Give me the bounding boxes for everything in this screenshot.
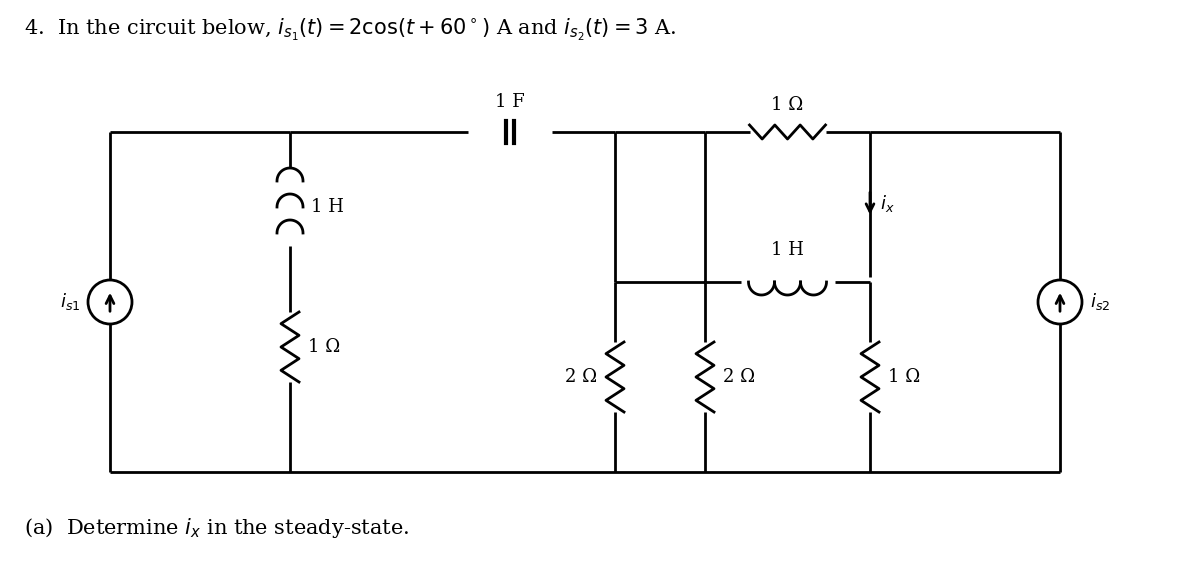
- Text: $i_{s2}$: $i_{s2}$: [1090, 292, 1110, 312]
- Text: 1 H: 1 H: [311, 198, 344, 216]
- Text: 2 Ω: 2 Ω: [722, 368, 755, 386]
- Text: $i_{s1}$: $i_{s1}$: [60, 292, 80, 312]
- Text: 1 Ω: 1 Ω: [308, 338, 341, 356]
- Text: 1 F: 1 F: [496, 93, 524, 111]
- Text: 1 Ω: 1 Ω: [772, 96, 804, 114]
- Text: (a)  Determine $i_x$ in the steady-state.: (a) Determine $i_x$ in the steady-state.: [24, 515, 409, 540]
- Text: 1 H: 1 H: [772, 241, 804, 259]
- Text: 4.  In the circuit below, $i_{s_1}(t) = 2\cos(t + 60^\circ)$ A and $i_{s_2}(t) =: 4. In the circuit below, $i_{s_1}(t) = 2…: [24, 17, 677, 43]
- Text: 2 Ω: 2 Ω: [565, 368, 598, 386]
- Text: 1 Ω: 1 Ω: [888, 368, 920, 386]
- Text: $i_x$: $i_x$: [880, 193, 894, 214]
